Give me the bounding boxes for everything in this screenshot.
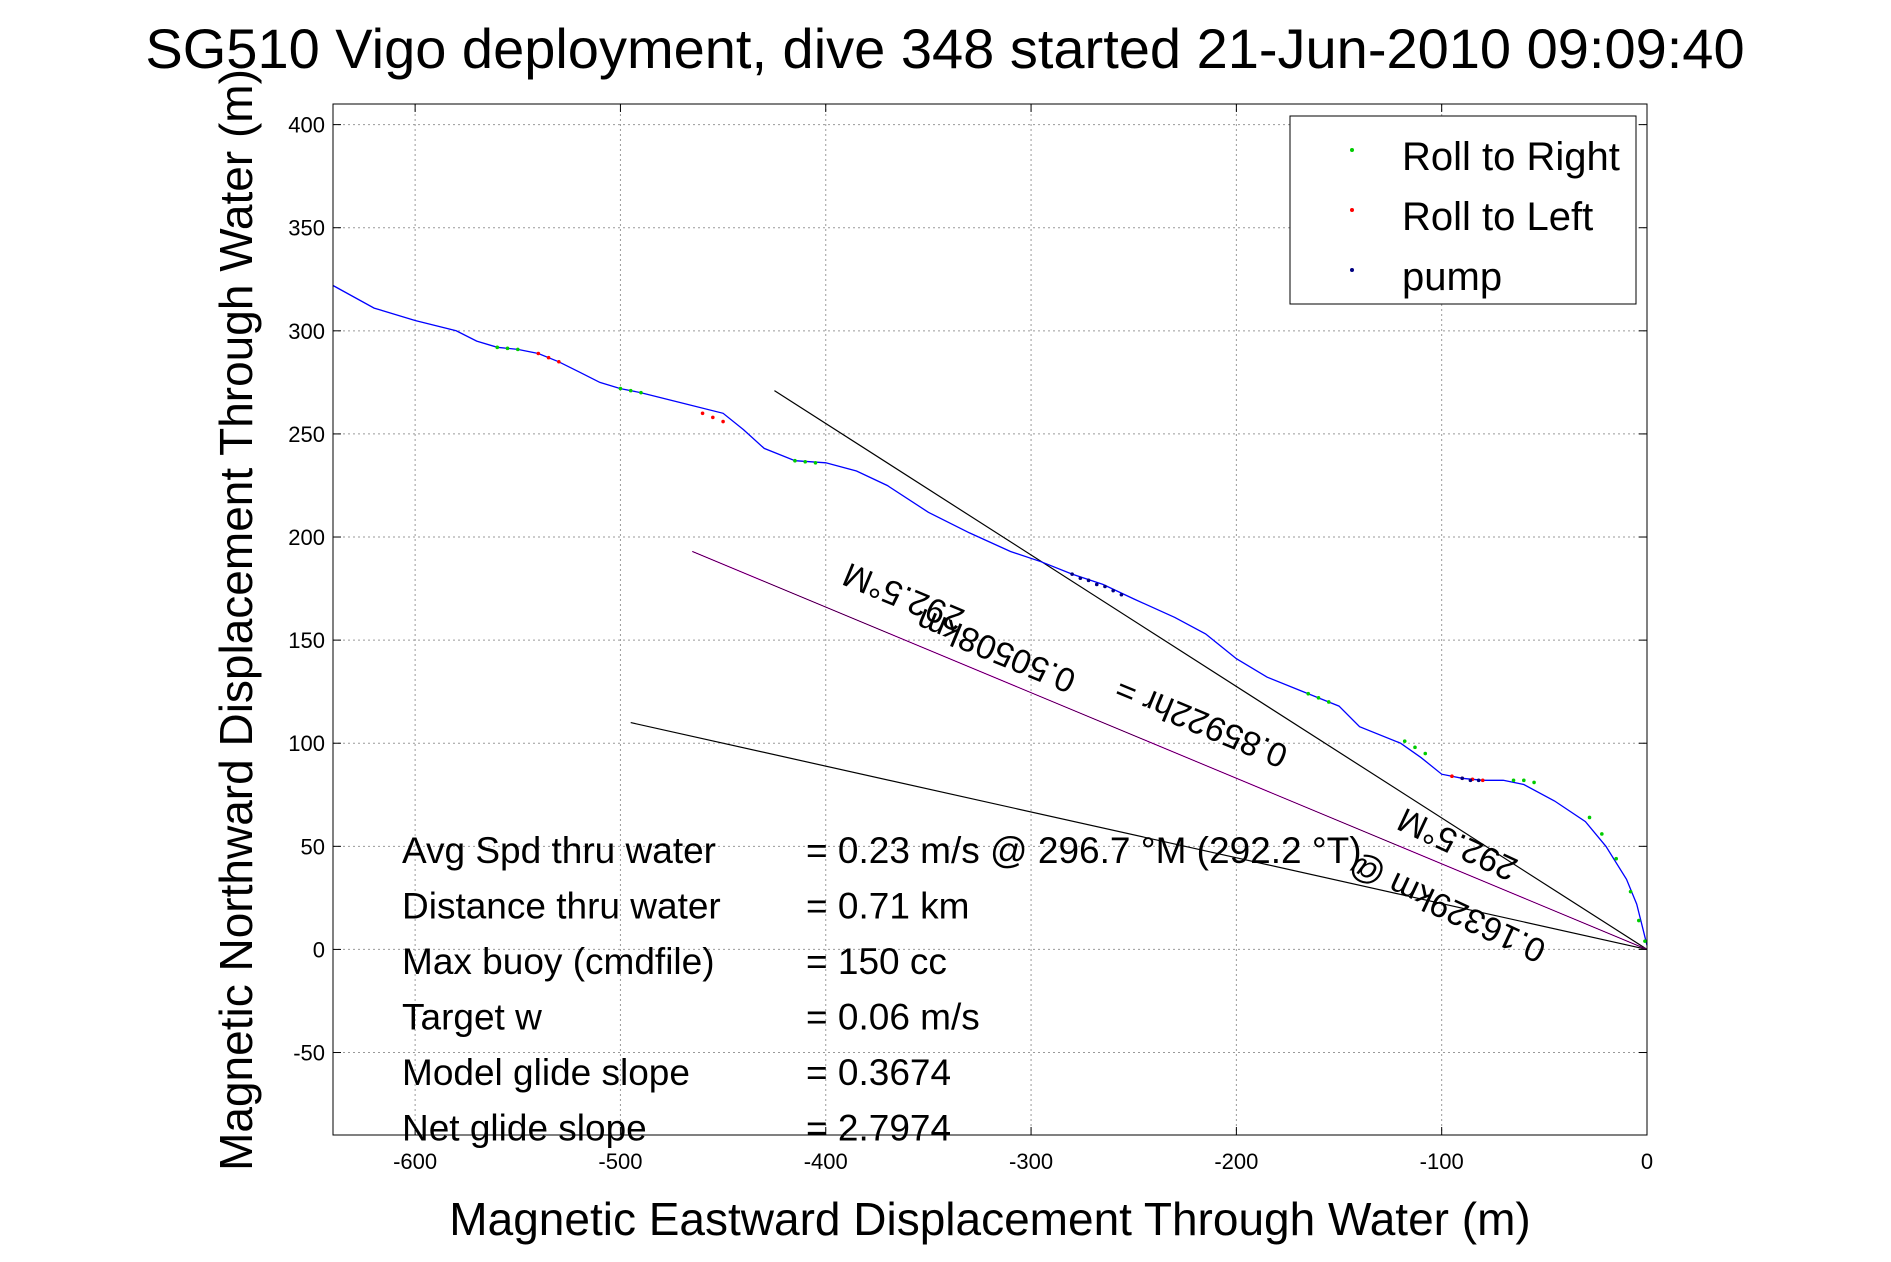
marker-point [1468, 778, 1473, 783]
x-tick-label: 0 [1641, 1149, 1653, 1174]
marker-point [1460, 776, 1465, 781]
marker-point [1326, 700, 1331, 704]
marker-point [1119, 592, 1124, 597]
stat-value: = 2.7974 [806, 1108, 951, 1149]
legend-box [1289, 115, 1637, 305]
legend-marker [1350, 268, 1354, 272]
marker-point [536, 351, 541, 356]
marker-point [803, 459, 808, 464]
y-tick-label: -50 [293, 1041, 325, 1066]
marker-point [618, 386, 623, 391]
y-axis-label: Magnetic Northward Displacement Through … [210, 69, 262, 1171]
marker-point [1316, 696, 1321, 700]
stat-value: = 0.06 m/s [806, 997, 980, 1038]
marker-point [1600, 832, 1604, 836]
x-tick-label: -600 [393, 1149, 437, 1174]
marker-point [1423, 751, 1428, 756]
stat-label: Target w [402, 997, 542, 1038]
marker-point [1480, 778, 1485, 783]
stats-block: Avg Spd thru water = 0.23 m/s @ 296.7 °M … [402, 830, 1362, 1149]
x-tick-label: -500 [598, 1149, 642, 1174]
x-axis-label: Magnetic Eastward Displacement Through W… [449, 1193, 1530, 1245]
marker-point [793, 458, 797, 463]
stat-label: Model glide slope [402, 1052, 690, 1093]
heading-line-1 [774, 390, 1648, 950]
marker-point [495, 345, 500, 350]
marker-point [1086, 578, 1091, 583]
x-tick-label: -400 [804, 1149, 848, 1174]
series-pump [1070, 572, 1481, 783]
marker-point [700, 411, 705, 416]
marker-point [1070, 572, 1074, 576]
y-tick-label: 350 [288, 216, 325, 241]
heading-line-4 [692, 551, 1648, 950]
marker-point [1413, 745, 1417, 750]
stat-label: Distance thru water [402, 886, 721, 927]
markers [495, 345, 1647, 943]
y-tick-label: 50 [301, 834, 325, 859]
x-tick-label: -300 [1009, 1149, 1053, 1174]
glider-track-line [332, 284, 1648, 946]
plot-frame [332, 103, 1648, 1136]
heading-lines [630, 390, 1648, 951]
legend-marker [1350, 208, 1354, 212]
stat-value: = 0.23 m/s @ 296.7 °M (292.2 °T) [806, 830, 1362, 871]
y-tick-label: 100 [288, 731, 325, 756]
ticks: -600 -500 -400 -300 -200 -100 0-50050100150200… [288, 104, 1653, 1174]
marker-point [1111, 588, 1115, 593]
marker-point [505, 346, 510, 351]
marker-point [1402, 739, 1407, 743]
marker-point [1614, 856, 1619, 861]
stat-value: = 0.3674 [806, 1052, 951, 1093]
marker-point [1511, 778, 1516, 783]
marker-point [1643, 939, 1647, 943]
stat-label: Max buoy (cmdfile) [402, 941, 715, 982]
marker-point [1078, 576, 1083, 581]
legend-label: Roll to Right [1402, 135, 1620, 179]
series-roll-to-right [495, 345, 1647, 943]
x-tick-label: -100 [1420, 1149, 1464, 1174]
marker-point [1103, 584, 1107, 589]
marker-point [515, 347, 520, 352]
marker-point [1587, 815, 1592, 820]
marker-point [711, 415, 715, 420]
marker-point [813, 460, 818, 465]
marker-point [1628, 889, 1633, 894]
marker-point [1094, 582, 1099, 587]
y-tick-label: 0 [313, 937, 325, 962]
marker-point [1532, 780, 1536, 785]
y-tick-label: 150 [288, 628, 325, 653]
marker-point [639, 390, 643, 395]
track-layer [332, 284, 1648, 946]
marker-point [1306, 691, 1311, 696]
legend: Roll to Right Roll to Left pump [1289, 115, 1637, 305]
y-tick-label: 300 [288, 319, 325, 344]
stat-label: Net glide slope [402, 1108, 647, 1149]
x-tick-label: -200 [1214, 1149, 1258, 1174]
marker-point [1636, 918, 1641, 923]
legend-marker [1350, 148, 1354, 152]
legend-label: pump [1402, 255, 1502, 299]
marker-point [546, 355, 551, 360]
marker-point [557, 359, 561, 364]
legend-label: Roll to Left [1402, 195, 1593, 239]
stat-value: = 150 cc [806, 941, 947, 982]
y-tick-label: 250 [288, 422, 325, 447]
stat-label: Avg Spd thru water [402, 830, 716, 871]
heading-line-2 [630, 722, 1648, 951]
y-tick-label: 200 [288, 525, 325, 550]
marker-point [1450, 774, 1454, 779]
y-tick-label: 400 [288, 113, 325, 138]
stat-value: = 0.71 km [806, 886, 970, 927]
chart-title: SG510 Vigo deployment, dive 348 started … [145, 17, 1744, 80]
marker-point [721, 419, 725, 424]
marker-point [1476, 778, 1481, 783]
marker-point [1522, 778, 1526, 783]
marker-point [628, 388, 633, 393]
